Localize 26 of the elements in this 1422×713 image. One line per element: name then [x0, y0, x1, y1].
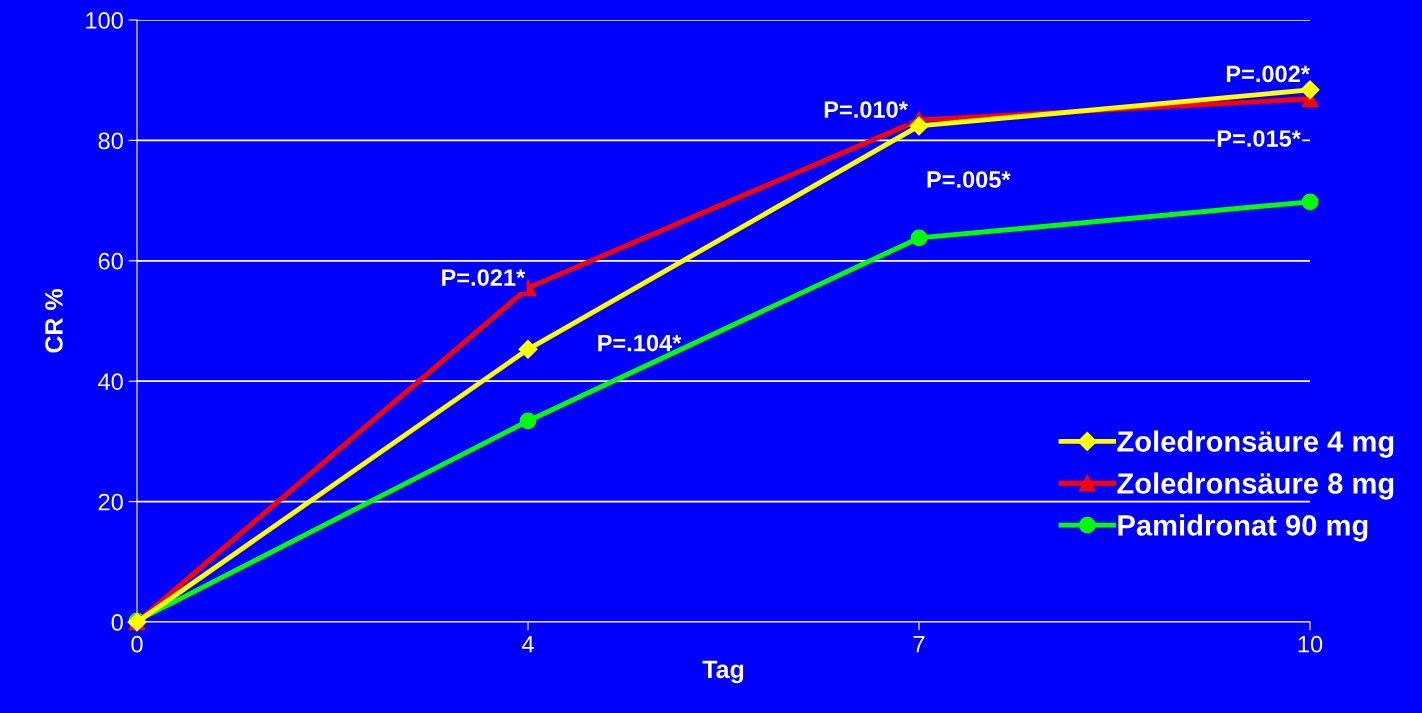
y-tick-label: 0 [111, 614, 123, 631]
annotation: P=.015* [1217, 130, 1301, 147]
annotation: P=.002* [1226, 65, 1310, 83]
point [910, 229, 928, 247]
y-tick-label: 20 [98, 493, 123, 511]
x-tick-label: 4 [521, 636, 534, 653]
y-tick-label: 40 [98, 373, 123, 390]
point [519, 412, 537, 430]
y-tick-label: 80 [98, 132, 123, 150]
legend-label: Zoledronsäure 4 mg [1117, 430, 1394, 458]
legend-label: Pamidronat 90 mg [1118, 514, 1368, 542]
annotation: P=.104* [598, 334, 682, 352]
y-tick-label: 60 [98, 252, 123, 270]
x-tick-label: 10 [1298, 635, 1323, 653]
point [518, 339, 538, 359]
y-tick-label: 100 [86, 12, 123, 29]
annotation: P=.005* [927, 171, 1011, 188]
annotation: P=.010* [824, 101, 908, 118]
point [909, 116, 929, 136]
y-axis-title: CR % [45, 289, 63, 353]
point [1301, 193, 1319, 211]
annotation: P=.021* [442, 269, 526, 286]
x-axis-title: Tag [702, 660, 744, 684]
x-tick-label: 7 [913, 636, 925, 653]
x-tick-label: 0 [131, 635, 143, 653]
legend-label: Zoledronsäure 8 mg [1117, 472, 1394, 500]
